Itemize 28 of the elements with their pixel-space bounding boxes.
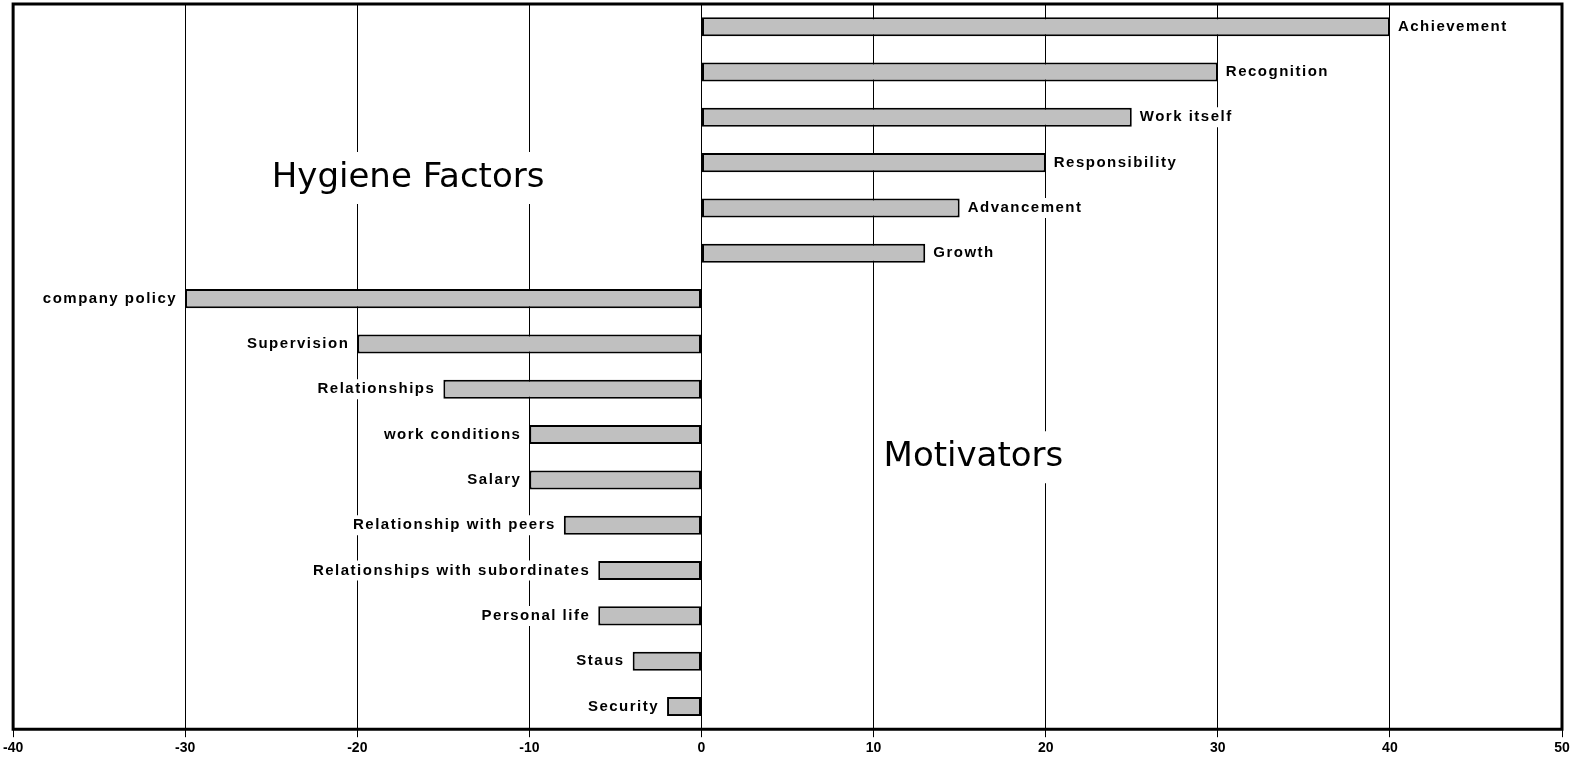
x-tick-label: 0 [697,739,706,756]
x-tick-label: -10 [519,739,540,756]
y-tick-label: Security [587,696,660,714]
x-tick-label: 30 [1210,739,1226,756]
y-tick-label: Advancement [967,198,1083,216]
x-tick-label: -20 [347,739,368,756]
y-tick-label: Supervision [246,334,350,352]
y-tick-label: Recognition [1225,62,1329,80]
x-tick-label: 50 [1554,739,1570,756]
y-tick-label: Achievement [1397,16,1508,34]
annotation: Hygiene Factors [271,154,545,195]
y-tick-label: Relationships [317,379,436,397]
x-tick-label: 10 [865,739,882,756]
y-tick-label: Salary [467,470,522,488]
y-tick-label: Work itself [1139,107,1233,125]
x-tick-label: -30 [175,739,196,756]
y-tick-label: Personal life [481,606,591,624]
y-tick-label: Growth [933,243,995,261]
y-tick-label: work conditions [382,424,522,442]
y-tick-label: Responsibility [1053,152,1178,170]
y-tick-label: company policy [42,288,178,306]
x-tick-label: -40 [3,739,24,756]
y-tick-label: Relationship with peers [352,515,556,533]
x-tick-label: 40 [1382,739,1398,756]
y-tick-label: Staus [576,651,625,669]
x-tick-label: 20 [1037,739,1054,756]
annotation: Motivators [883,434,1064,475]
y-tick-label: Relationships with subordinates [312,560,591,578]
